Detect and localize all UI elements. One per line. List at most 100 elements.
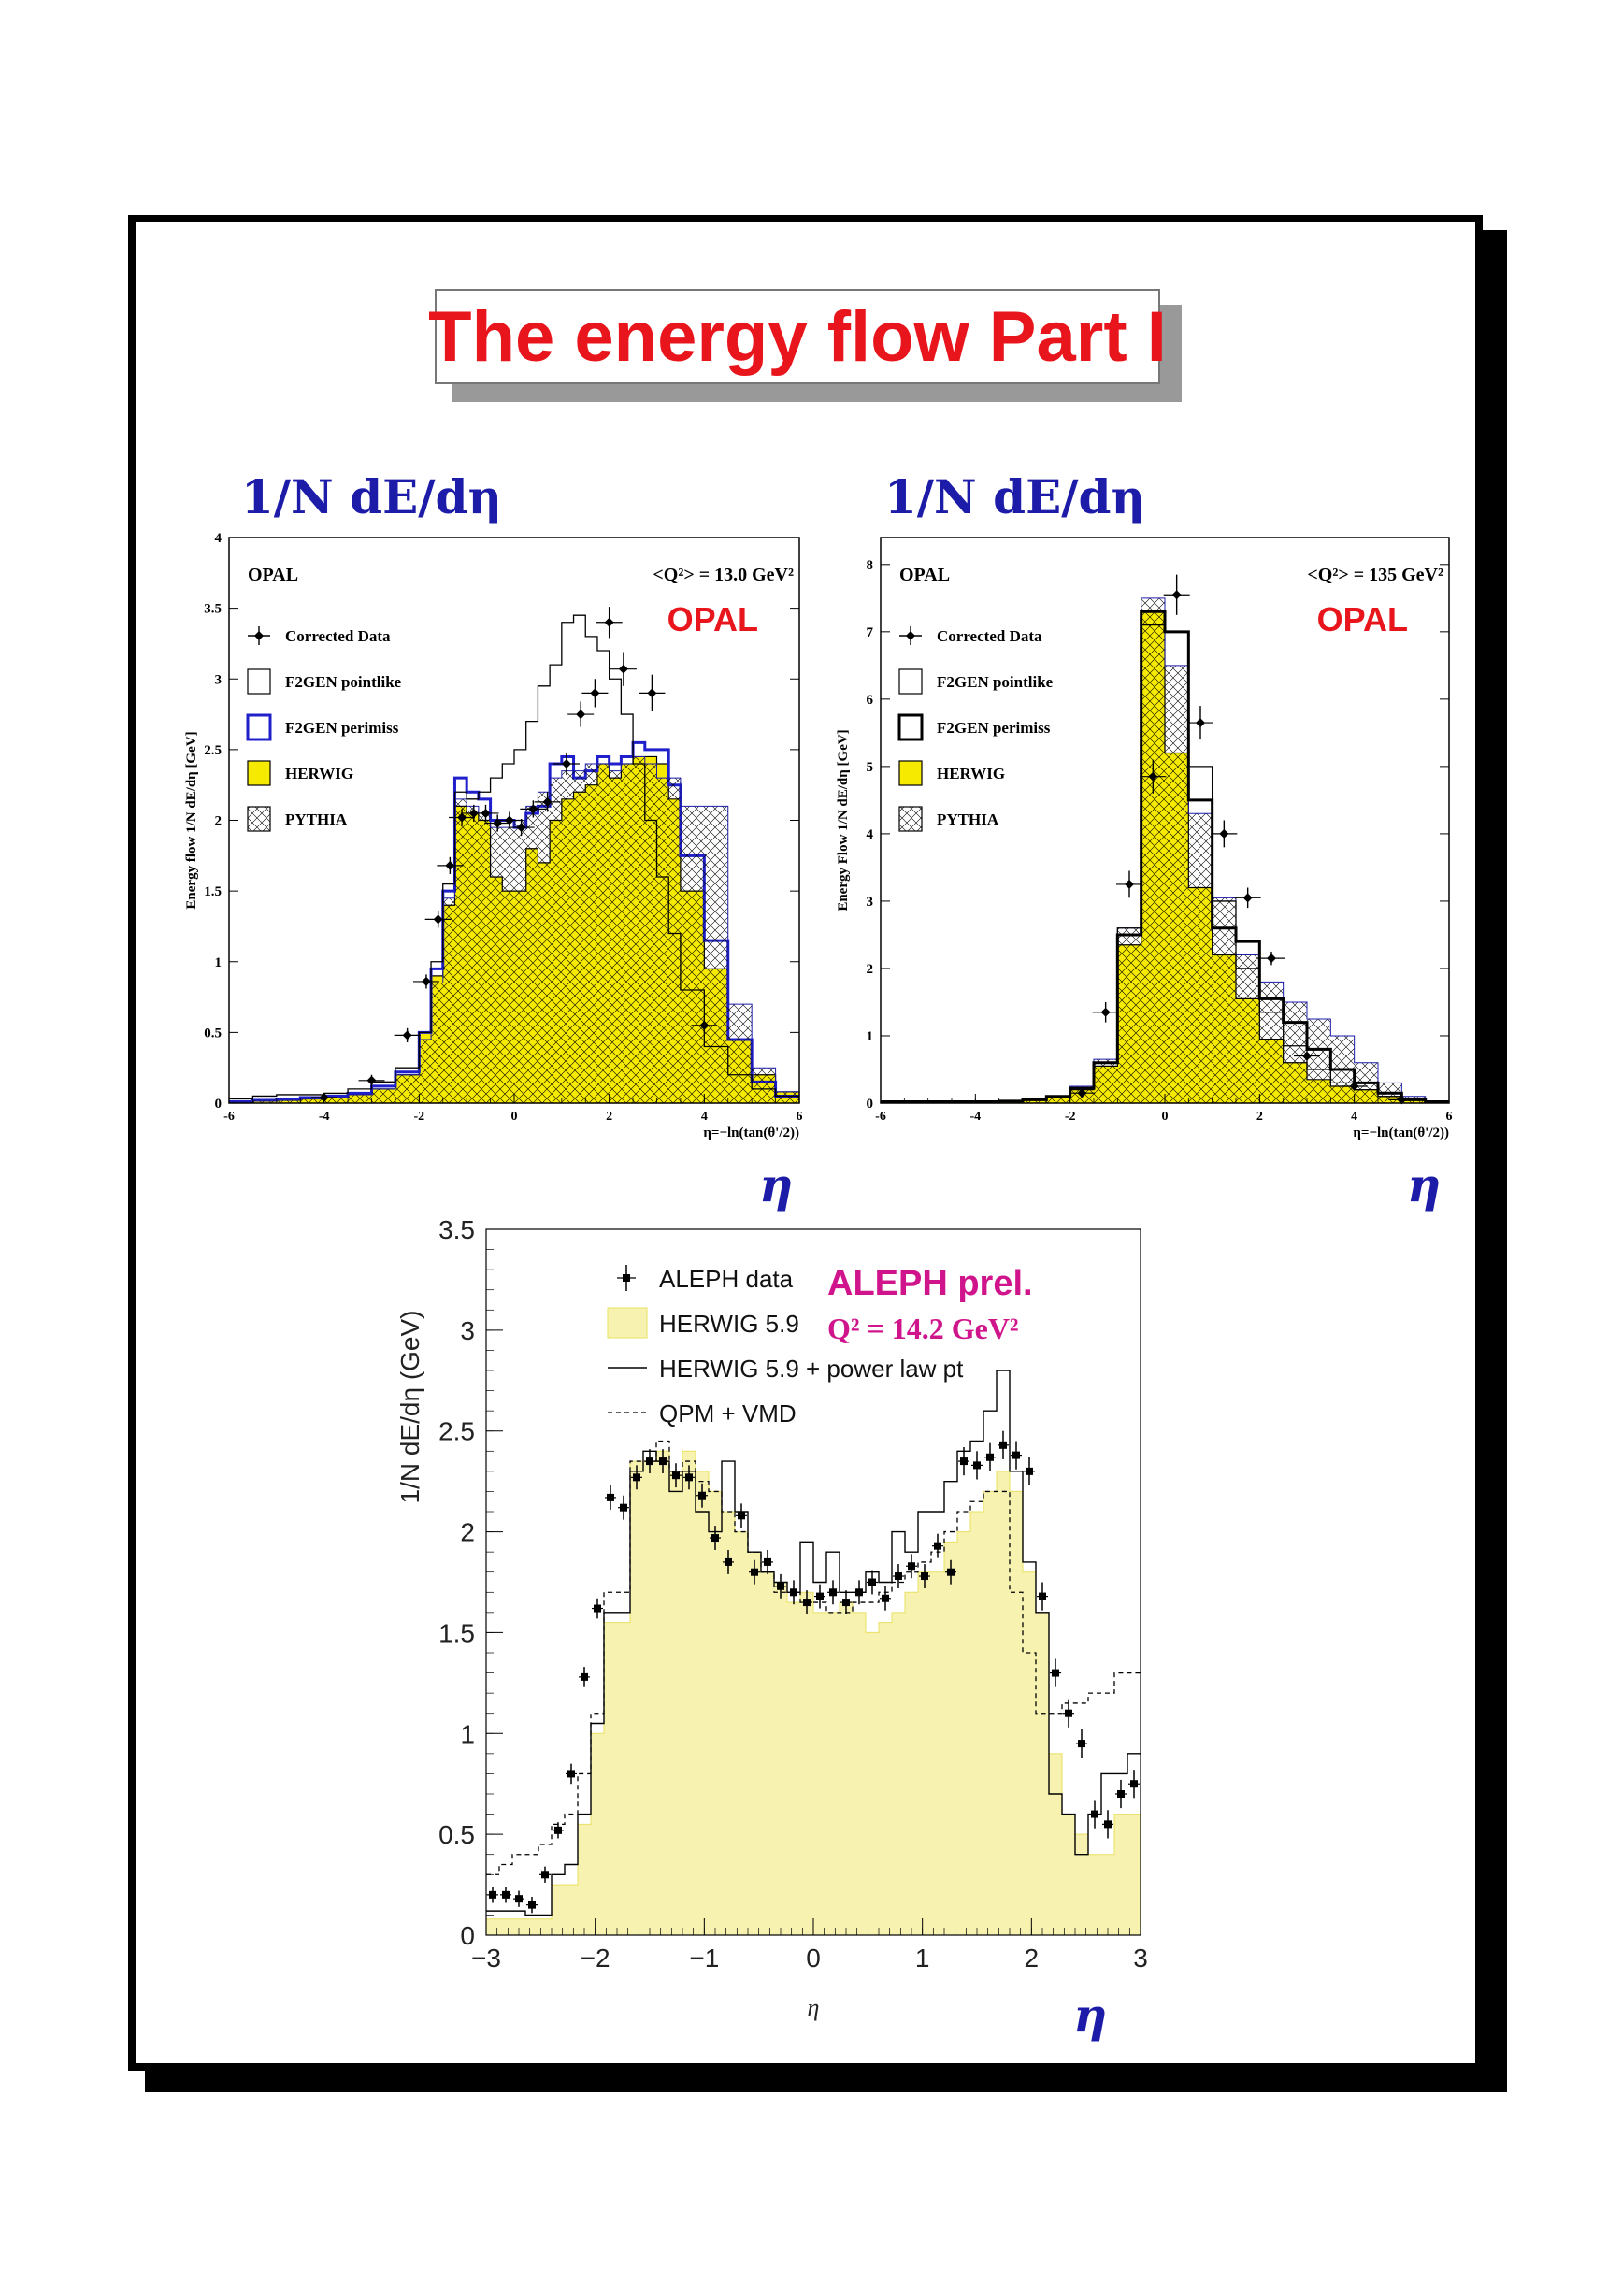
data-point [999, 1441, 1007, 1449]
data-point [1104, 1820, 1112, 1829]
data-point [1349, 1081, 1359, 1091]
legend-entry: F2GEN perimiss [937, 719, 1051, 737]
data-points [1069, 574, 1415, 1105]
data-point [1125, 879, 1134, 889]
data-point [1052, 1669, 1059, 1677]
data-point [581, 1672, 588, 1681]
y-tick-label: 3 [215, 672, 222, 687]
legend: Corrected Data F2GEN pointlike F2GEN perim… [246, 626, 402, 832]
data-point [402, 1030, 412, 1040]
data-point [777, 1582, 784, 1590]
series-herwig-5-9-power-law-pt [486, 1370, 1141, 1916]
data-point [986, 1453, 994, 1461]
data-point [960, 1457, 968, 1466]
plot-area [228, 607, 800, 1103]
y-axis-label: Energy Flow 1/N dE/dη [GeV] [836, 729, 851, 911]
data-point [445, 860, 455, 870]
opal-chart-q2-135: 0 1 2 3 4 5 6 7 8 -6 -4 -2 0 2 4 6 η=−ln(tan(θ'/2)) Energ… [836, 537, 1453, 1141]
data-point [554, 1826, 562, 1834]
legend-entry: Corrected Data [937, 627, 1042, 645]
legend-marker-data [906, 631, 915, 640]
eta-label-bottom: η [1073, 1987, 1108, 2043]
x-tick-label: 2 [606, 1110, 612, 1124]
y-tick-label: 5 [867, 760, 874, 775]
data-point [738, 1512, 745, 1520]
legend: Corrected Data F2GEN pointlike F2GEN perim… [897, 626, 1054, 832]
data-point [567, 1770, 575, 1778]
data-point [659, 1457, 667, 1466]
data-point [604, 617, 614, 627]
data-point [973, 1461, 981, 1470]
data-point [685, 1473, 693, 1482]
data-point [842, 1599, 850, 1607]
x-tick-label: −2 [581, 1944, 610, 1973]
legend-swatch [246, 713, 272, 741]
data-point [698, 1491, 706, 1500]
data-point [590, 688, 600, 698]
data-point [528, 1901, 536, 1909]
data-point [620, 1503, 627, 1512]
data-point [646, 1457, 653, 1466]
legend-swatch [898, 760, 923, 786]
data-point [1091, 1810, 1098, 1818]
y-tick-label: 0.5 [204, 1026, 222, 1040]
legend-swatch [897, 713, 924, 741]
legend-swatch [247, 668, 271, 695]
data-point [1267, 954, 1276, 964]
data-point [803, 1599, 811, 1607]
data-point [699, 1020, 710, 1030]
legend-swatch [607, 1307, 648, 1339]
data-point [908, 1562, 915, 1571]
eta-label-left: η [759, 1157, 794, 1213]
data-point [790, 1588, 797, 1597]
x-tick-label: −3 [471, 1944, 501, 1973]
y-tick-label: 2 [460, 1518, 475, 1547]
y-tick-label: 1 [867, 1029, 874, 1044]
y-tick-label: 3 [867, 895, 874, 910]
data-point [764, 1557, 771, 1566]
data-point [504, 815, 514, 825]
x-tick-label: 0 [511, 1110, 518, 1124]
x-axis-label: η=−ln(tan(θ'/2)) [1353, 1126, 1449, 1141]
opal-red-label: OPAL [667, 600, 758, 639]
opal-red-label: OPAL [1317, 600, 1408, 639]
x-tick-label: -4 [319, 1110, 330, 1124]
y-tick-label: 6 [867, 693, 874, 708]
aleph-chart: 0 0.5 1 1.5 2 2.5 3 3.5 −3 −2 −1 0 1 2 3 η 1/N dE/dη (Ge… [395, 1215, 1148, 2021]
data-points [487, 1430, 1140, 1914]
x-tick-label: -4 [969, 1110, 981, 1124]
legend-entry: ALEPH data [659, 1265, 794, 1293]
data-point [618, 664, 628, 674]
legend-entry: PYTHIA [285, 811, 348, 828]
x-tick-label: 6 [1446, 1110, 1453, 1124]
data-point [1065, 1709, 1072, 1717]
data-point [594, 1604, 601, 1613]
data-point [672, 1471, 680, 1480]
legend-swatch [247, 806, 271, 832]
legend-entry: Corrected Data [285, 627, 391, 645]
data-point [1242, 893, 1253, 903]
data-point [1171, 590, 1182, 600]
series-qpm-vmd [486, 1440, 1141, 1875]
legend-entry: HERWIG [937, 765, 1005, 782]
x-tick-label: -6 [875, 1110, 886, 1124]
y-axis-label: Energy flow 1/N dE/dη [GeV] [184, 731, 199, 909]
y-tick-label: 1.5 [204, 884, 222, 899]
y-tick-label: 4 [867, 827, 874, 842]
experiment-label: OPAL [248, 565, 298, 585]
y-tick-label: 8 [867, 558, 874, 573]
data-point [1039, 1592, 1046, 1600]
legend-swatch [247, 760, 271, 786]
x-tick-label: 4 [1351, 1110, 1357, 1124]
legend-swatch [898, 806, 923, 832]
data-point [1219, 828, 1229, 839]
legend-marker-data [623, 1274, 630, 1282]
data-point [433, 914, 443, 925]
x-tick-label: -2 [1065, 1110, 1076, 1124]
data-point [711, 1534, 719, 1543]
y-axis-label: 1/N dE/dη (GeV) [395, 1311, 424, 1504]
y-tick-label: 1.5 [438, 1618, 475, 1647]
data-point [725, 1557, 732, 1566]
data-point [457, 812, 467, 823]
legend-entry: F2GEN pointlike [285, 673, 402, 691]
